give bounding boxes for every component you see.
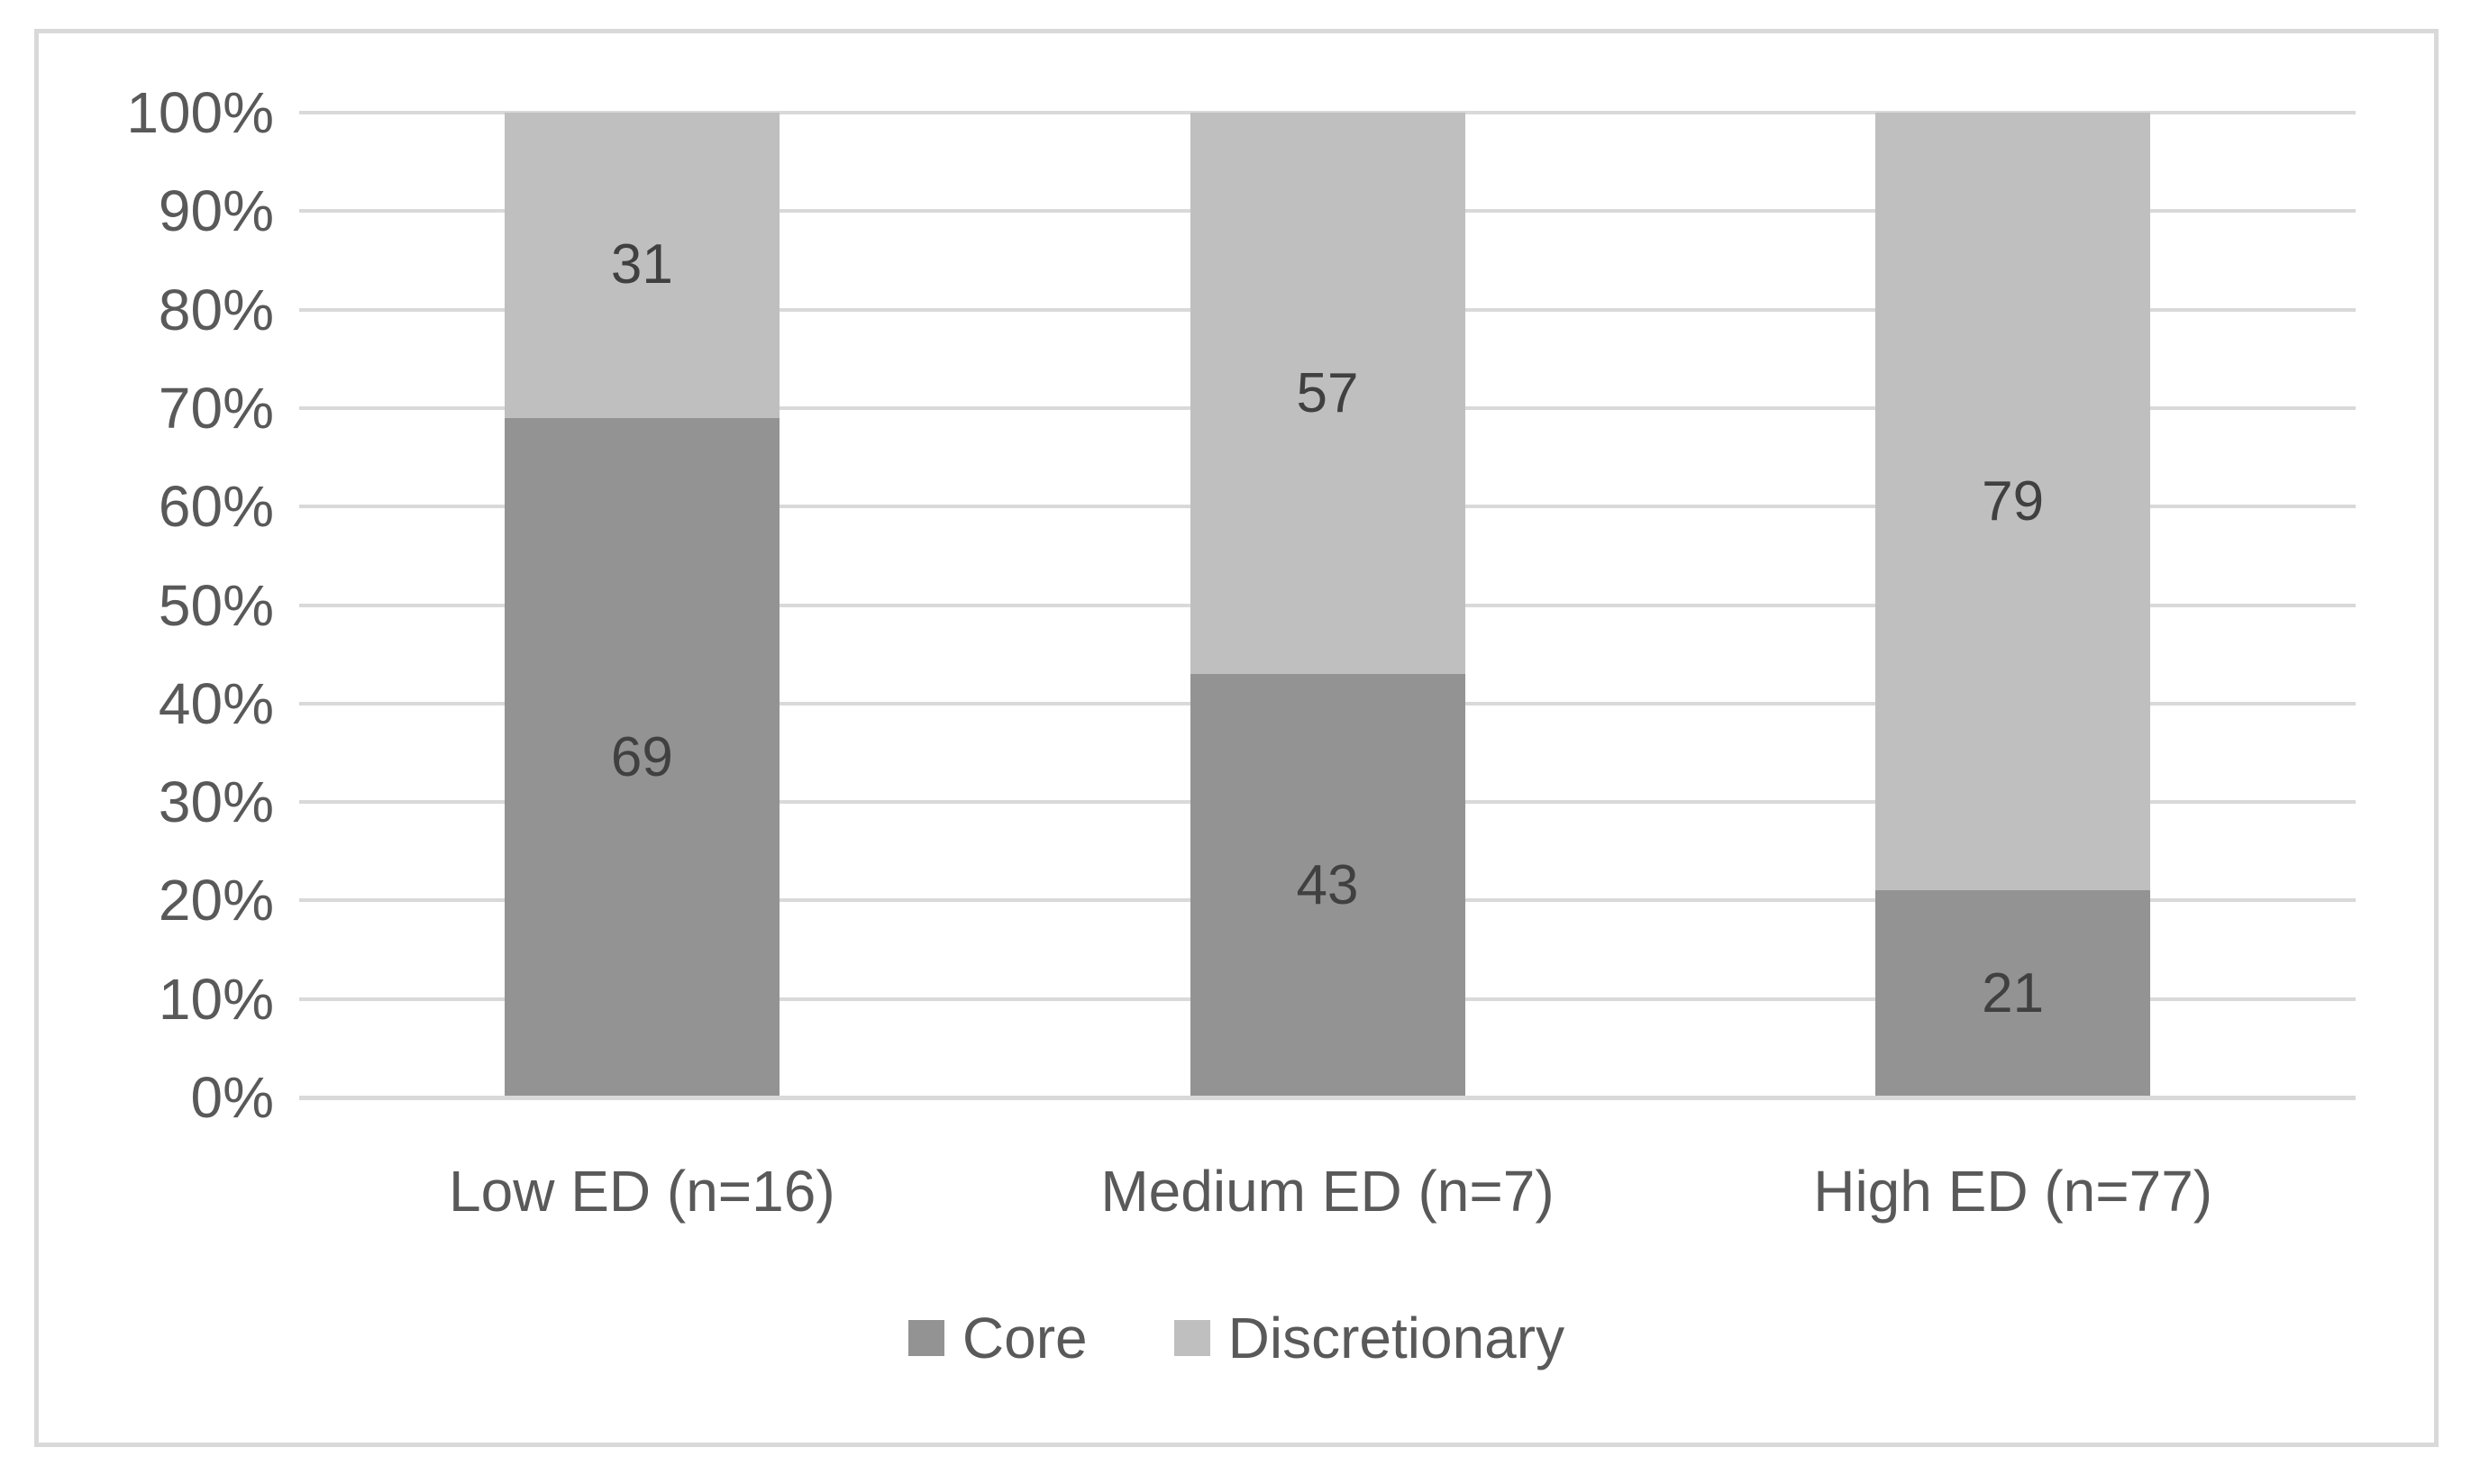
y-tick-label: 60% (158, 474, 274, 540)
y-tick-label: 50% (158, 572, 274, 638)
discretionary-bar-segment (1875, 113, 2151, 891)
data-label: 21 (1982, 962, 2045, 1025)
data-label: 43 (1296, 854, 1359, 916)
core-bar-segment (504, 417, 780, 1097)
core-bar-segment (1875, 890, 2151, 1097)
discretionary-legend-swatch-icon (1173, 1320, 1210, 1356)
data-label: 69 (610, 725, 673, 788)
y-tick-label: 20% (158, 868, 274, 933)
legend-item-discretionary: Discretionary (1173, 1302, 1565, 1374)
core-bar-segment (1190, 674, 1465, 1097)
y-tick-label: 90% (158, 178, 274, 244)
y-tick-label: 0% (190, 1065, 275, 1130)
discretionary-bar-segment (1190, 113, 1465, 674)
data-label: 31 (610, 233, 673, 296)
data-label: 57 (1296, 361, 1359, 424)
y-tick-label: 30% (158, 769, 274, 835)
category-label: Medium ED (n=7) (1100, 1159, 1555, 1224)
legend-label: Discretionary (1227, 1306, 1565, 1370)
legend-item-core: Core (907, 1302, 1088, 1374)
x-axis-line (299, 1096, 2356, 1100)
core-legend-swatch-icon (907, 1320, 944, 1356)
y-tick-label: 100% (126, 80, 274, 145)
category-label: Low ED (n=16) (449, 1159, 835, 1224)
data-label: 79 (1982, 469, 2045, 533)
y-tick-label: 40% (158, 670, 274, 736)
discretionary-bar-segment (504, 113, 780, 418)
y-tick-label: 10% (158, 966, 274, 1032)
y-tick-label: 70% (158, 375, 274, 441)
y-tick-label: 80% (158, 277, 274, 342)
category-label: High ED (n=77) (1813, 1159, 2213, 1224)
legend-label: Core (962, 1306, 1088, 1370)
legend: Core Discretionary (34, 1300, 2439, 1376)
